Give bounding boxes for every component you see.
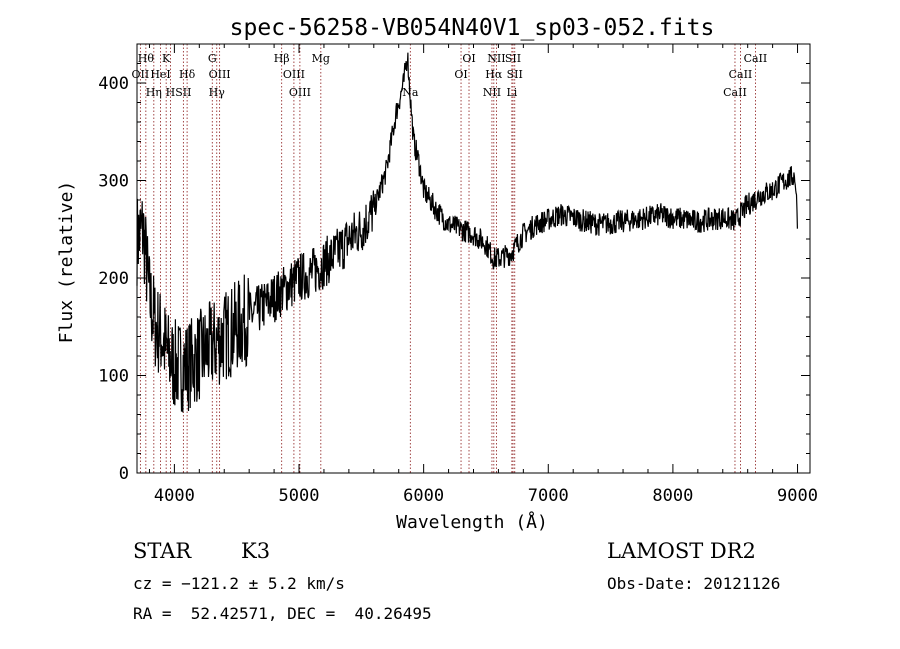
line-label-6: Hδ bbox=[179, 68, 196, 81]
y-tick-label: 200 bbox=[98, 269, 129, 289]
obs-date: Obs-Date: 20121126 bbox=[607, 574, 781, 593]
y-tick-label: 0 bbox=[119, 464, 129, 484]
x-axis: 4000 5000 6000 7000 8000 9000 bbox=[148, 44, 818, 506]
line-label-2: Hη bbox=[146, 86, 162, 99]
line-label-17: OI bbox=[462, 52, 475, 65]
y-tick-label: 400 bbox=[98, 74, 129, 94]
line-label-22: SII bbox=[505, 52, 521, 65]
object-class: STAR bbox=[133, 539, 192, 563]
x-tick-label: 5000 bbox=[279, 486, 320, 506]
line-label-12: OIII bbox=[283, 68, 305, 81]
line-label-20: NII bbox=[487, 52, 505, 65]
spectral-line-markers bbox=[139, 44, 756, 473]
plot-frame bbox=[136, 43, 811, 474]
line-label-16: OI bbox=[454, 68, 467, 81]
x-axis-label: Wavelength (Å) bbox=[396, 511, 548, 533]
chart-title: spec-56258-VB054N40V1_sp03-052.fits bbox=[230, 15, 715, 41]
line-label-19: Hα bbox=[485, 68, 503, 81]
line-label-4: K bbox=[162, 52, 171, 65]
line-label-7: SII bbox=[175, 86, 191, 99]
line-label-11: Hβ bbox=[274, 52, 290, 65]
line-label-14: Mg bbox=[312, 52, 330, 65]
line-label-26: CaII bbox=[744, 52, 768, 65]
object-subclass: K3 bbox=[241, 539, 271, 563]
line-label-25: CaII bbox=[729, 68, 753, 81]
x-tick-label: 4000 bbox=[154, 486, 195, 506]
line-label-1: OII bbox=[132, 68, 150, 81]
line-label-18: NII bbox=[483, 86, 501, 99]
redshift-cz: cz = −121.2 ± 5.2 km/s bbox=[133, 574, 345, 593]
line-label-5: H bbox=[166, 86, 176, 99]
line-label-9: OIII bbox=[209, 68, 231, 81]
line-label-8: G bbox=[208, 52, 217, 65]
line-label-24: CaII bbox=[723, 86, 747, 99]
line-label-23: SII bbox=[507, 68, 523, 81]
x-tick-label: 7000 bbox=[528, 486, 569, 506]
spectrum-line bbox=[136, 52, 798, 413]
line-label-3: HeI bbox=[150, 68, 170, 81]
line-label-0: Hθ bbox=[138, 52, 155, 65]
line-label-13: OIII bbox=[289, 86, 311, 99]
line-label-15: Na bbox=[402, 86, 419, 99]
line-label-10: Hγ bbox=[209, 86, 226, 99]
y-tick-label: 100 bbox=[98, 367, 129, 387]
y-tick-label: 300 bbox=[98, 172, 129, 192]
x-tick-label: 8000 bbox=[652, 486, 693, 506]
x-tick-label: 9000 bbox=[777, 486, 818, 506]
spectral-line-labels: Hθ OII Hη HeI K HHδ SII G OIII Hγ Hβ OIII OIII Mg Na OI… bbox=[132, 52, 768, 99]
x-tick-label: 6000 bbox=[403, 486, 444, 506]
y-axis-label: Flux (relative) bbox=[56, 181, 77, 344]
coordinates: RA = 52.42571, DEC = 40.26495 bbox=[133, 604, 432, 623]
line-label-21: Li bbox=[506, 86, 517, 99]
survey-name: LAMOST DR2 bbox=[607, 539, 756, 563]
y-axis: 0 100 200 300 400 bbox=[98, 63, 810, 484]
